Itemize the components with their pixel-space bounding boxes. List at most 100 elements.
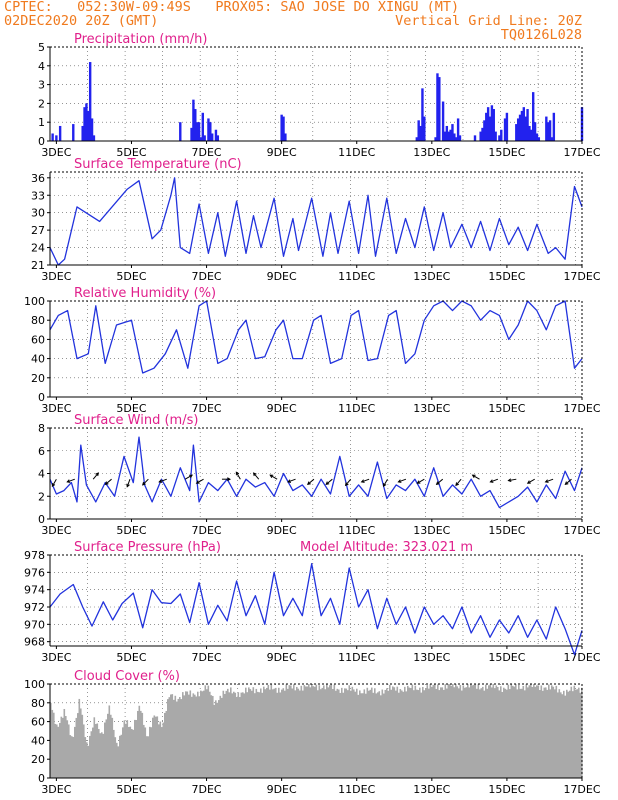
y-tick-label: 5 xyxy=(38,41,45,54)
panel-5: Cloud Cover (%) 0 20 40 60 80 100 3DEC 5DEC 7DEC 9… xyxy=(24,669,601,796)
x-tick-label: 7DEC xyxy=(192,270,222,283)
cloud-bar xyxy=(479,689,481,778)
wind-arrow xyxy=(159,478,167,483)
cloud-bar xyxy=(564,695,567,778)
wind-arrow-head xyxy=(435,481,440,486)
cloud-bar xyxy=(251,690,253,778)
x-tick-label: 7DEC xyxy=(192,524,222,537)
precip-bar xyxy=(216,135,220,141)
cloud-bar xyxy=(384,689,387,778)
cloud-bar xyxy=(318,685,321,778)
cloud-bar xyxy=(494,688,496,778)
cloud-bar xyxy=(240,692,243,778)
wind-arrow xyxy=(565,478,572,485)
cloud-bar xyxy=(441,687,444,778)
cloud-bar xyxy=(401,690,403,778)
cloud-bar xyxy=(336,688,339,778)
x-tick-label: 15DEC xyxy=(488,783,525,796)
cloud-bar xyxy=(486,688,489,778)
cloud-bar xyxy=(414,685,417,778)
cloud-bar xyxy=(198,696,201,778)
cloud-bar xyxy=(170,694,172,778)
cloud-bar xyxy=(537,685,540,778)
cloud-bar xyxy=(306,686,309,778)
cloud-bar xyxy=(141,712,144,778)
y-tick-label: 972 xyxy=(24,601,45,614)
cloud-bar xyxy=(552,686,555,778)
cloud-bar xyxy=(510,684,513,778)
wind-arrow-head xyxy=(507,478,512,483)
x-tick-label: 5DEC xyxy=(116,270,146,283)
cloud-bar xyxy=(366,687,369,778)
wind-arrow xyxy=(126,479,131,487)
cloud-bar xyxy=(363,689,366,778)
precip-bar xyxy=(443,131,447,141)
precip-bar xyxy=(485,112,488,141)
cloud-bar xyxy=(558,689,561,778)
y-tick-label: 100 xyxy=(24,678,45,691)
cloud-bar xyxy=(249,689,252,778)
cloud-bar xyxy=(279,692,282,778)
cloud-bar xyxy=(324,689,327,778)
cloud-bar xyxy=(248,687,250,778)
precip-bar xyxy=(481,127,484,141)
cloud-bar xyxy=(314,686,316,778)
precip-bar xyxy=(209,122,212,141)
panel-title: Surface Pressure (hPa) xyxy=(74,540,221,555)
cloud-bar xyxy=(117,746,120,778)
cloud-bar xyxy=(521,688,523,778)
precip-bar xyxy=(524,116,527,141)
cloud-bar xyxy=(128,727,130,778)
x-tick-label: 15DEC xyxy=(488,146,525,159)
x-tick-label: 17DEC xyxy=(563,783,600,796)
precip-bar xyxy=(516,118,520,141)
cloud-bar xyxy=(477,684,480,778)
cloud-bar xyxy=(156,716,159,778)
cloud-bar xyxy=(323,685,325,778)
wind-arrow xyxy=(545,478,554,483)
y-tick-label: 974 xyxy=(24,584,45,597)
precip-bar xyxy=(419,125,422,141)
cloud-bar xyxy=(74,726,76,778)
x-tick-label: 9DEC xyxy=(267,783,297,796)
x-tick-label: 9DEC xyxy=(267,270,297,283)
precip-bar xyxy=(528,125,531,141)
cloud-bar xyxy=(567,691,570,778)
cloud-bar xyxy=(410,688,412,778)
x-tick-label: 15DEC xyxy=(488,651,525,664)
precip-bar xyxy=(203,135,206,141)
wind-arrow-head xyxy=(455,482,459,487)
x-tick-label: 7DEC xyxy=(192,146,222,159)
cloud-bar xyxy=(392,686,394,778)
cloud-bar xyxy=(539,690,541,778)
x-tick-label: 13DEC xyxy=(413,402,450,415)
cloud-bar xyxy=(95,724,97,778)
precip-bar xyxy=(458,135,462,141)
cloud-bar xyxy=(455,684,457,778)
cloud-bar xyxy=(293,684,295,778)
cloud-bar xyxy=(422,686,424,778)
cloud-bar xyxy=(56,724,58,778)
precip-bar xyxy=(197,122,201,141)
y-tick-label: 1 xyxy=(38,116,45,129)
x-tick-label: 7DEC xyxy=(192,402,222,415)
precip-bar xyxy=(515,124,518,141)
wind-arrow-head xyxy=(252,472,257,477)
cloud-bar xyxy=(371,687,373,778)
cloud-bar xyxy=(183,695,186,778)
cloud-bar xyxy=(359,690,361,778)
cloud-bar xyxy=(351,686,354,778)
precip-bar xyxy=(434,137,437,141)
cloud-bar xyxy=(272,689,274,778)
cloud-bar xyxy=(224,693,226,778)
cloud-bar xyxy=(347,690,349,778)
x-tick-label: 17DEC xyxy=(563,524,600,537)
cloud-bar xyxy=(191,696,193,778)
cloud-bar xyxy=(174,695,177,778)
wind-arrow-head xyxy=(195,480,200,484)
x-tick-label: 5DEC xyxy=(116,651,146,664)
wind-arrow-head xyxy=(141,481,146,486)
precip-bar xyxy=(492,109,495,141)
cloud-bar xyxy=(137,710,139,778)
cloud-bar xyxy=(204,685,207,778)
